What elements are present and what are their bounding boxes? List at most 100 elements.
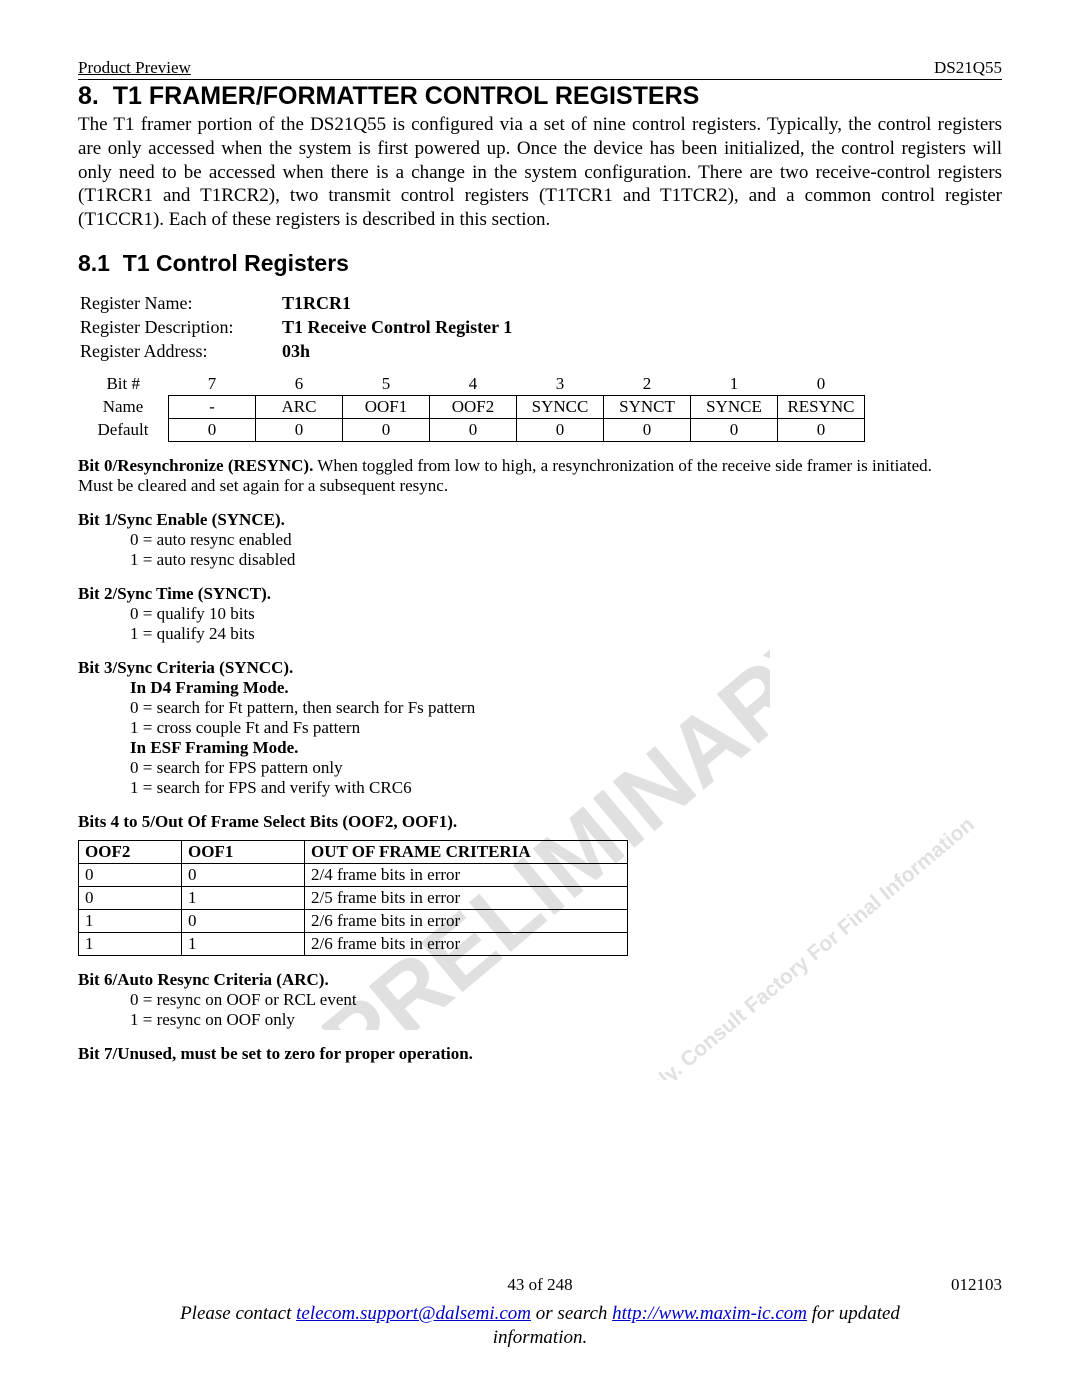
bitnum-7: 7	[169, 373, 256, 396]
bit6-head: Bit 6/Auto Resync Criteria (ARC).	[78, 970, 1002, 990]
bitname-3: SYNCC	[517, 395, 604, 418]
bitname-2: SYNCT	[604, 395, 691, 418]
bit0-text1: When toggled from low to high, a resynch…	[313, 456, 932, 475]
reg-name-value: T1RCR1	[282, 293, 512, 315]
oof-row-3: 1 1 2/6 frame bits in error	[79, 932, 628, 955]
contact-post: for updated	[807, 1303, 900, 1324]
section-body: The T1 framer portion of the DS21Q55 is …	[78, 113, 1002, 232]
page-header: Product Preview DS21Q55	[78, 58, 1002, 80]
reg-addr-label: Register Address:	[80, 341, 280, 363]
oof-cell: 0	[79, 863, 182, 886]
oof-cell: 0	[182, 909, 305, 932]
reg-addr-value: 03h	[282, 341, 512, 363]
section-title: T1 FRAMER/FORMATTER CONTROL REGISTERS	[113, 82, 700, 110]
bit45-block: Bits 4 to 5/Out Of Frame Select Bits (OO…	[78, 812, 1002, 832]
footer-contact: Please contact telecom.support@dalsemi.c…	[78, 1302, 1002, 1350]
bitname-4: OOF2	[430, 395, 517, 418]
bit0-text2: Must be cleared and set again for a subs…	[78, 476, 1002, 496]
reg-desc-value: T1 Receive Control Register 1	[282, 317, 512, 339]
bitnum-2: 2	[604, 373, 691, 396]
bit2-v1: 1 = qualify 24 bits	[78, 624, 1002, 644]
bit3-d4-1: 1 = cross couple Ft and Fs pattern	[78, 718, 1002, 738]
bit2-head: Bit 2/Sync Time (SYNCT).	[78, 584, 1002, 604]
page-content: Product Preview DS21Q55 8. T1 FRAMER/FOR…	[78, 58, 1002, 1064]
bit6-block: Bit 6/Auto Resync Criteria (ARC). 0 = re…	[78, 970, 1002, 1030]
contact-pre: Please contact	[180, 1303, 296, 1324]
bitnum-0: 0	[778, 373, 865, 396]
bit2-block: Bit 2/Sync Time (SYNCT). 0 = qualify 10 …	[78, 584, 1002, 644]
bitname-7: -	[169, 395, 256, 418]
subsection-heading: 8.1 T1 Control Registers	[78, 250, 1002, 277]
oof-cell: 0	[182, 863, 305, 886]
bit3-esf-0: 0 = search for FPS pattern only	[78, 758, 1002, 778]
bit3-esf: In ESF Framing Mode.	[78, 738, 1002, 758]
oof-cell: 1	[79, 932, 182, 955]
oof-cell: 2/6 frame bits in error	[305, 909, 628, 932]
oof-header-row: OOF2 OOF1 OUT OF FRAME CRITERIA	[79, 840, 628, 863]
bit-row-names: Name - ARC OOF1 OOF2 SYNCC SYNCT SYNCE R…	[78, 395, 865, 418]
bit3-block: Bit 3/Sync Criteria (SYNCC). In D4 Frami…	[78, 658, 1002, 798]
contact-line2: information.	[493, 1327, 587, 1348]
bit-table: Bit # 7 6 5 4 3 2 1 0 Name - ARC OOF1 OO…	[78, 373, 865, 442]
bit7-block: Bit 7/Unused, must be set to zero for pr…	[78, 1044, 1002, 1064]
oof-cell: 2/6 frame bits in error	[305, 932, 628, 955]
bit0-block: Bit 0/Resynchronize (RESYNC). When toggl…	[78, 456, 1002, 496]
bit-row-numbers: Bit # 7 6 5 4 3 2 1 0	[78, 373, 865, 396]
bitdef-4: 0	[430, 418, 517, 441]
oof-cell: 2/5 frame bits in error	[305, 886, 628, 909]
bit3-d4: In D4 Framing Mode.	[78, 678, 1002, 698]
section-heading: 8. T1 FRAMER/FORMATTER CONTROL REGISTERS	[78, 82, 1002, 111]
bitname-6: ARC	[256, 395, 343, 418]
bitname-1: SYNCE	[691, 395, 778, 418]
oof-cell: 2/4 frame bits in error	[305, 863, 628, 886]
contact-mid: or search	[531, 1303, 612, 1324]
bitdef-1: 0	[691, 418, 778, 441]
contact-url-link[interactable]: http://www.maxim-ic.com	[612, 1303, 807, 1324]
bitnum-3: 3	[517, 373, 604, 396]
reg-name-label: Register Name:	[80, 293, 280, 315]
bit-descriptions: Bit 0/Resynchronize (RESYNC). When toggl…	[78, 456, 1002, 1064]
subsection-title: T1 Control Registers	[123, 250, 349, 276]
oof-cell: 1	[182, 886, 305, 909]
bit2-v0: 0 = qualify 10 bits	[78, 604, 1002, 624]
bit45-head: Bits 4 to 5/Out Of Frame Select Bits (OO…	[78, 812, 1002, 832]
bitnum-6: 6	[256, 373, 343, 396]
oof-h1: OOF1	[182, 840, 305, 863]
bitdef-5: 0	[343, 418, 430, 441]
subsection-number: 8.1	[78, 250, 110, 276]
bit1-v0: 0 = auto resync enabled	[78, 530, 1002, 550]
reg-desc-label: Register Description:	[80, 317, 280, 339]
bit3-d4-0: 0 = search for Ft pattern, then search f…	[78, 698, 1002, 718]
bitnum-4: 4	[430, 373, 517, 396]
bit-row-label: Default	[78, 418, 169, 441]
bitdef-3: 0	[517, 418, 604, 441]
bit6-v1: 1 = resync on OOF only	[78, 1010, 1002, 1030]
oof-cell: 1	[182, 932, 305, 955]
bitdef-6: 0	[256, 418, 343, 441]
bitdef-0: 0	[778, 418, 865, 441]
oof-row-2: 1 0 2/6 frame bits in error	[79, 909, 628, 932]
header-right: DS21Q55	[934, 58, 1002, 78]
oof-cell: 0	[79, 886, 182, 909]
bit-row-label: Bit #	[78, 373, 169, 396]
bitdef-7: 0	[169, 418, 256, 441]
oof-row-1: 0 1 2/5 frame bits in error	[79, 886, 628, 909]
oof-table: OOF2 OOF1 OUT OF FRAME CRITERIA 0 0 2/4 …	[78, 840, 628, 956]
contact-email-link[interactable]: telecom.support@dalsemi.com	[296, 1303, 531, 1324]
oof-cell: 1	[79, 909, 182, 932]
bit1-v1: 1 = auto resync disabled	[78, 550, 1002, 570]
section-number: 8.	[78, 82, 99, 110]
bit-row-defaults: Default 0 0 0 0 0 0 0 0	[78, 418, 865, 441]
bit1-block: Bit 1/Sync Enable (SYNCE). 0 = auto resy…	[78, 510, 1002, 570]
oof-h2: OUT OF FRAME CRITERIA	[305, 840, 628, 863]
bit6-v0: 0 = resync on OOF or RCL event	[78, 990, 1002, 1010]
bit7-head: Bit 7/Unused, must be set to zero for pr…	[78, 1044, 1002, 1064]
bitname-5: OOF1	[343, 395, 430, 418]
bit3-esf-1: 1 = search for FPS and verify with CRC6	[78, 778, 1002, 798]
register-meta: Register Name: T1RCR1 Register Descripti…	[78, 291, 514, 365]
bitnum-5: 5	[343, 373, 430, 396]
bit-row-label: Name	[78, 395, 169, 418]
oof-row-0: 0 0 2/4 frame bits in error	[79, 863, 628, 886]
doc-revision: 012103	[78, 1275, 1002, 1295]
bit3-head: Bit 3/Sync Criteria (SYNCC).	[78, 658, 1002, 678]
